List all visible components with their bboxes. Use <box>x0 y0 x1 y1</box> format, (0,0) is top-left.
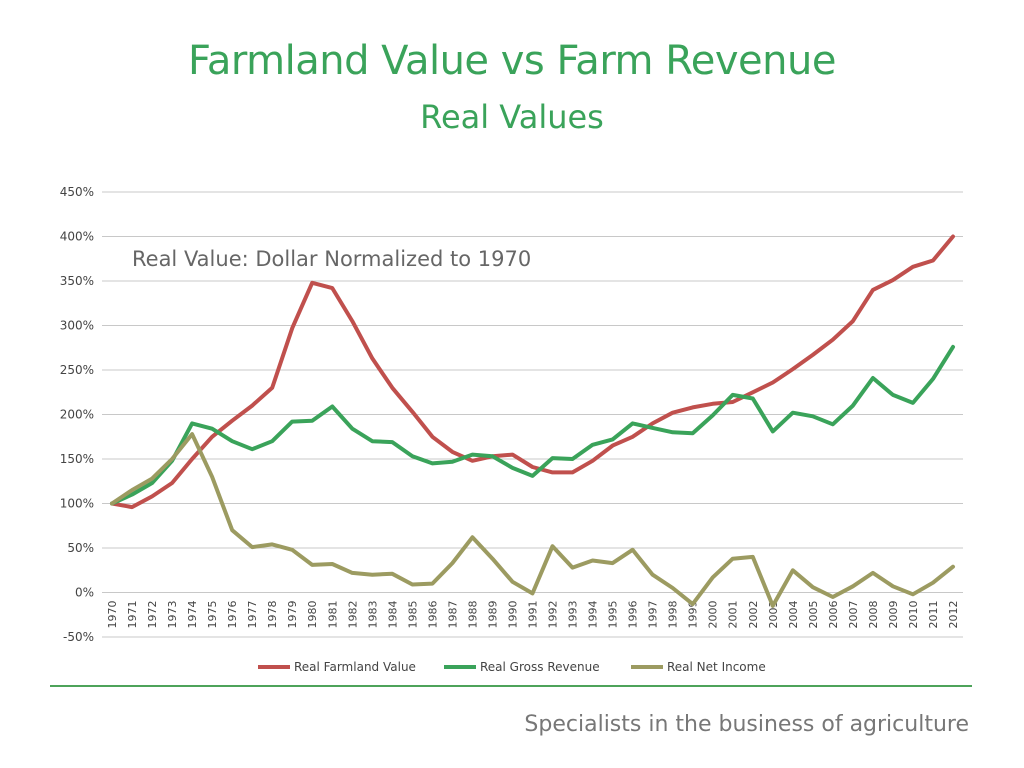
line-chart: -50% 0% 50% 100% 150% 200% 250% 300% 350% 400% 450… <box>60 185 963 674</box>
chart-annotation: Real Value: Dollar Normalized to 1970 <box>132 247 531 271</box>
x-tick-label: 2008 <box>867 601 880 629</box>
footer-divider <box>50 685 972 687</box>
x-tick-label: 1972 <box>146 601 159 629</box>
x-tick-label: 1971 <box>126 601 139 629</box>
footer-tagline: Specialists in the business of agricultu… <box>524 712 969 737</box>
y-tick-label: 400% <box>60 230 94 244</box>
x-tick-label: 1984 <box>386 601 399 629</box>
y-tick-label: 0% <box>75 586 94 600</box>
x-tick-label: 1996 <box>627 601 640 629</box>
x-tick-label: 1983 <box>366 601 379 629</box>
x-tick-label: 1997 <box>647 601 660 629</box>
x-tick-label: 2003 <box>767 601 780 629</box>
y-tick-label: -50% <box>63 630 94 644</box>
x-tick-label: 1977 <box>246 601 259 629</box>
x-tick-label: 2007 <box>847 601 860 629</box>
x-tick-label: 1981 <box>326 601 339 629</box>
x-tick-label: 2004 <box>787 601 800 629</box>
y-tick-label: 150% <box>60 452 94 466</box>
y-tick-label: 200% <box>60 408 94 422</box>
x-tick-label: 1993 <box>567 601 580 629</box>
x-tick-label: 2011 <box>927 601 940 629</box>
chart-subtitle: Real Values <box>420 98 604 136</box>
chart-title: Farmland Value vs Farm Revenue <box>188 38 836 84</box>
x-tick-label: 2000 <box>707 601 720 629</box>
legend-entry: Real Gross Revenue <box>480 660 600 674</box>
x-tick-label: 2010 <box>907 601 920 629</box>
y-tick-label: 100% <box>60 497 94 511</box>
x-tick-label: 1986 <box>426 601 439 629</box>
y-tick-label: 250% <box>60 363 94 377</box>
x-tick-label: 1987 <box>446 601 459 629</box>
x-tick-label: 2005 <box>807 601 820 629</box>
y-tick-label: 350% <box>60 274 94 288</box>
x-tick-label: 1978 <box>266 601 279 629</box>
x-tick-label: 1990 <box>506 601 519 629</box>
x-tick-label: 1999 <box>687 601 700 629</box>
x-tick-label: 1995 <box>607 601 620 629</box>
x-tick-label: 1988 <box>466 601 479 629</box>
x-tick-label: 1975 <box>206 601 219 629</box>
x-tick-label: 2009 <box>887 601 900 629</box>
x-tick-label: 2002 <box>747 601 760 629</box>
y-tick-label: 50% <box>67 541 94 555</box>
x-tick-label: 1979 <box>286 601 299 629</box>
y-tick-label: 450% <box>60 185 94 199</box>
series-line <box>110 234 955 510</box>
x-tick-label: 1994 <box>587 601 600 629</box>
x-tick-label: 1970 <box>106 601 119 629</box>
legend-entry: Real Net Income <box>667 660 766 674</box>
x-tick-label: 1989 <box>486 601 499 629</box>
x-tick-label: 2006 <box>827 601 840 629</box>
x-tick-label: 2001 <box>727 601 740 629</box>
x-tick-label: 1973 <box>166 601 179 629</box>
x-tick-label: 1980 <box>306 601 319 629</box>
x-tick-label: 1985 <box>406 601 419 629</box>
y-tick-label: 300% <box>60 319 94 333</box>
series-line <box>110 344 955 506</box>
x-tick-label: 1998 <box>667 601 680 629</box>
x-tick-label: 1991 <box>527 601 540 629</box>
x-tick-label: 1974 <box>186 601 199 629</box>
x-tick-label: 2012 <box>947 601 960 629</box>
legend-entry: Real Farmland Value <box>294 660 416 674</box>
series-line <box>110 432 955 608</box>
x-tick-label: 1992 <box>547 601 560 629</box>
x-tick-label: 1982 <box>346 601 359 629</box>
x-tick-label: 1976 <box>226 601 239 629</box>
